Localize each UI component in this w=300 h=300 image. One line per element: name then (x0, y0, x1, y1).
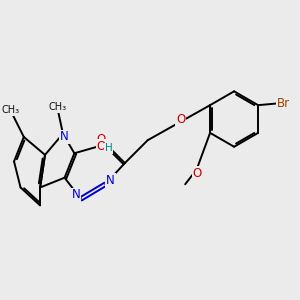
Text: N: N (60, 130, 69, 143)
Text: O: O (97, 133, 106, 146)
Text: CH₃: CH₃ (49, 102, 67, 112)
Text: N: N (106, 174, 115, 187)
Text: O: O (97, 140, 106, 153)
Text: O: O (193, 167, 202, 180)
Text: N: N (72, 188, 80, 202)
Text: Br: Br (277, 97, 290, 110)
Text: H: H (105, 143, 112, 153)
Text: O: O (176, 113, 185, 126)
Text: CH₃: CH₃ (2, 105, 20, 115)
